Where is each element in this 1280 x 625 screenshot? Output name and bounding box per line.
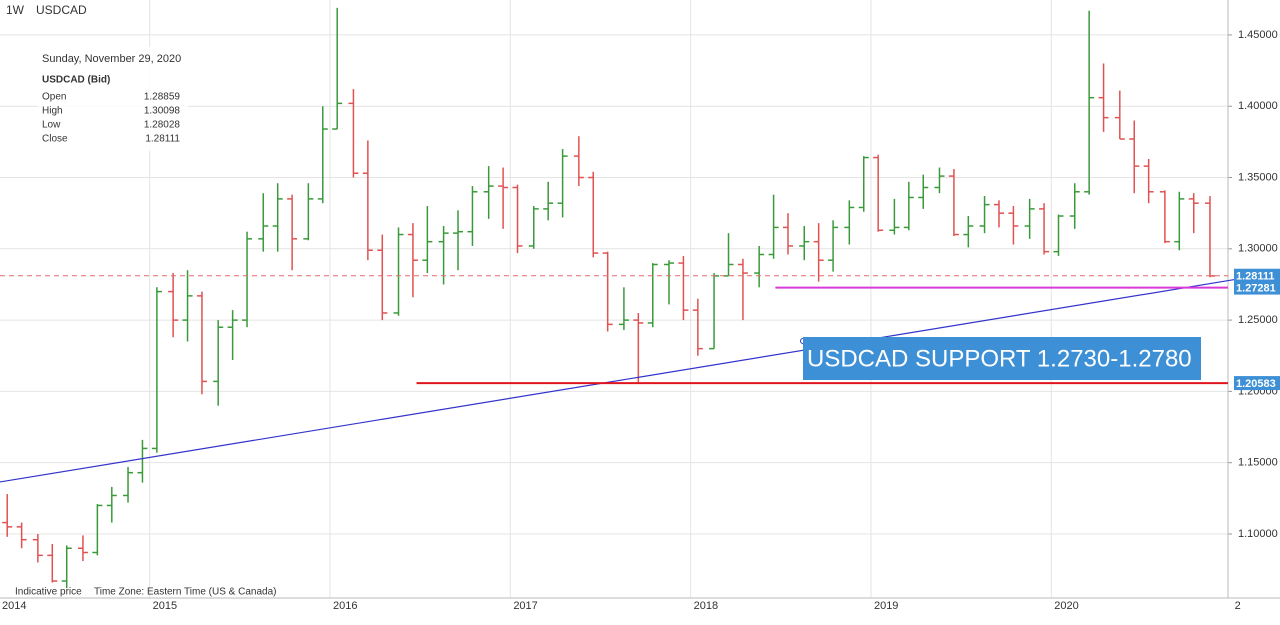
price-label-bg — [1234, 280, 1280, 295]
info-value: 1.28111 — [145, 134, 180, 145]
info-label: Low — [42, 120, 61, 131]
info-value: 1.30098 — [144, 106, 181, 117]
annotation: USDCAD SUPPORT 1.2730-1.2780 — [807, 345, 1192, 372]
info-value: 1.28859 — [144, 92, 181, 103]
footer-note: Time Zone: Eastern Time (US & Canada) — [94, 587, 276, 598]
x-tick-label: 2014 — [2, 600, 26, 612]
info-label: Open — [42, 92, 66, 103]
info-box — [38, 47, 188, 151]
price-label-bg — [1234, 268, 1280, 283]
x-tick-label: 2016 — [333, 600, 357, 612]
info-label: Close — [42, 134, 68, 145]
y-tick-label: 1.30000 — [1238, 243, 1278, 255]
x-tick-label: 2015 — [153, 600, 177, 612]
timeframe: 1W — [6, 3, 25, 17]
y-tick-label: 1.10000 — [1238, 528, 1278, 540]
y-tick-label: 1.45000 — [1238, 29, 1278, 41]
info-instrument: USDCAD (Bid) — [42, 75, 110, 86]
x-tick-label: 2020 — [1054, 600, 1078, 612]
x-tick-label: 2019 — [874, 600, 898, 612]
annotation-bg — [803, 337, 1201, 380]
x-tick-label: 2018 — [694, 600, 718, 612]
info-label: High — [42, 106, 63, 117]
y-tick-label: 1.15000 — [1238, 457, 1278, 469]
info-date: Sunday, November 29, 2020 — [42, 53, 181, 65]
y-tick-label: 1.35000 — [1238, 171, 1278, 183]
info-value: 1.28028 — [144, 120, 181, 131]
x-tick-label: 2017 — [513, 600, 537, 612]
symbol: USDCAD — [36, 3, 87, 17]
price-label: 1.27281 — [1236, 282, 1276, 294]
y-tick-label: 1.40000 — [1238, 100, 1278, 112]
trendline — [0, 278, 1236, 483]
y-tick-label: 1.25000 — [1238, 314, 1278, 326]
price-label: 1.20583 — [1236, 378, 1276, 390]
x-tick-label: 2 — [1235, 600, 1241, 612]
footer-note: Indicative price — [15, 587, 82, 598]
price-label-bg — [1234, 376, 1280, 391]
price-label: 1.28111 — [1236, 271, 1275, 283]
